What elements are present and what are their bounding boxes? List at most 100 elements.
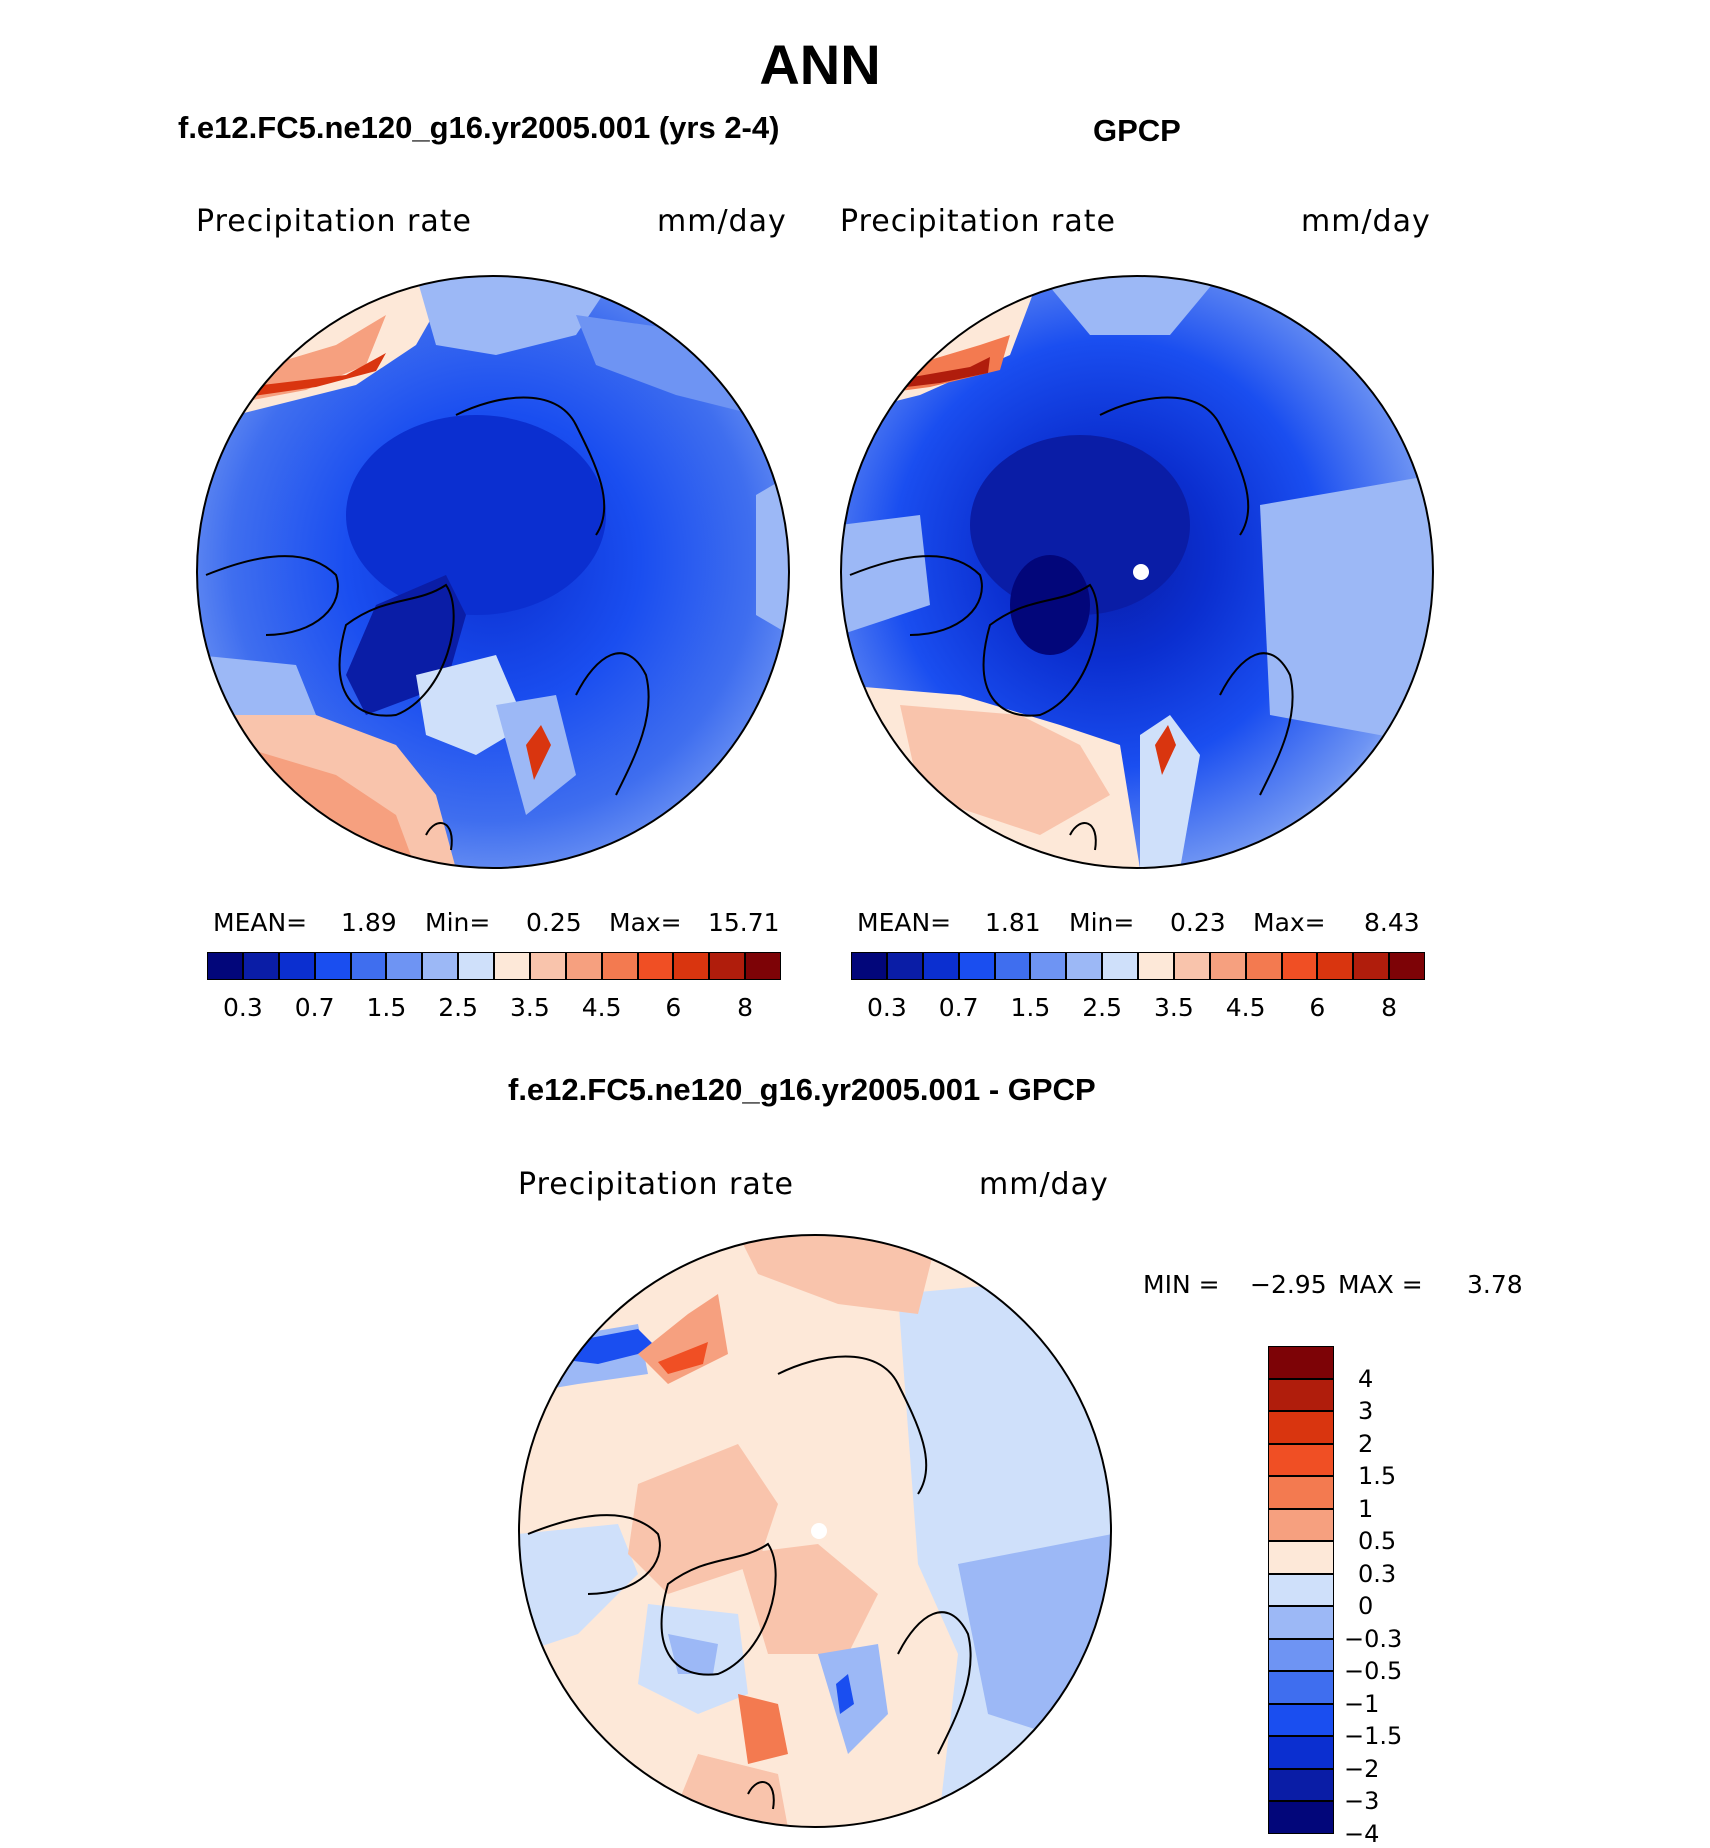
colorbar-swatch [207, 952, 243, 980]
colorbar-tick-label: 4.5 [1225, 993, 1266, 1022]
colorbar-swatch [1102, 952, 1138, 980]
panel-1-max-label: Max= [609, 908, 682, 937]
colorbar-tick-label: −0.5 [1344, 1657, 1403, 1686]
colorbar-swatch [350, 952, 387, 980]
colorbar-swatch [1268, 1346, 1334, 1379]
panel-2-min-label: Min= [1069, 908, 1135, 937]
panel-1-units-label: mm/day [657, 204, 787, 239]
colorbar-tick-label: 4 [1358, 1364, 1374, 1393]
colorbar-swatch [242, 952, 279, 980]
colorbar-swatch [1030, 952, 1067, 980]
colorbar-tick-label: 1.5 [366, 993, 407, 1022]
panel-1-variable-label: Precipitation rate [196, 204, 472, 239]
colorbar-tick-label: 0.7 [938, 993, 979, 1022]
panel-1-mean-label: MEAN= [213, 908, 308, 937]
colorbar-swatch [458, 952, 494, 980]
colorbar-swatch [1209, 952, 1246, 980]
panel-2-max-label: Max= [1253, 908, 1326, 937]
colorbar-tick-label: −2 [1344, 1754, 1380, 1783]
diff-units-label: mm/day [979, 1167, 1109, 1202]
colorbar-swatch [1173, 952, 1210, 980]
colorbar-swatch [1066, 952, 1103, 980]
colorbar-tick-label: 0.5 [1358, 1527, 1397, 1556]
colorbar-swatch [314, 952, 351, 980]
colorbar-swatch [601, 952, 638, 980]
colorbar-swatch [851, 952, 887, 980]
colorbar-model [207, 952, 781, 980]
colorbar-swatch [1268, 1801, 1334, 1834]
figure-title: ANN [759, 33, 881, 96]
colorbar-model-ticks: 0.3 0.7 1.5 2.5 3.5 4.5 6 8 [207, 993, 781, 1023]
panel-1-max: 15.71 [708, 908, 780, 937]
colorbar-swatch [565, 952, 602, 980]
colorbar-tick-label: 8 [737, 993, 754, 1022]
colorbar-swatch [709, 952, 746, 980]
colorbar-swatch [745, 952, 781, 980]
colorbar-tick-label: 3 [1358, 1397, 1374, 1426]
colorbar-tick-label: 0.3 [1358, 1559, 1397, 1588]
colorbar-swatch [673, 952, 710, 980]
colorbar-tick-label: 3.5 [509, 993, 550, 1022]
colorbar-tick-label: 1.5 [1010, 993, 1051, 1022]
colorbar-tick-label: 6 [1309, 993, 1326, 1022]
colorbar-tick-label: −4 [1344, 1820, 1380, 1848]
colorbar-swatch [1317, 952, 1354, 980]
colorbar-swatch [1353, 952, 1390, 980]
colorbar-swatch [1389, 952, 1425, 980]
diff-min: −2.95 [1250, 1270, 1327, 1299]
colorbar-tick-label: −1.5 [1344, 1722, 1403, 1751]
colorbar-swatch [637, 952, 674, 980]
colorbar-obs [851, 952, 1425, 980]
colorbar-swatch [422, 952, 459, 980]
panel-2-title: GPCP [1093, 113, 1181, 148]
diff-max: 3.78 [1467, 1270, 1523, 1299]
colorbar-swatch [1281, 952, 1318, 980]
panel-1-title: f.e12.FC5.ne120_g16.yr2005.001 (yrs 2-4) [178, 110, 780, 145]
diff-min-label: MIN = [1143, 1270, 1220, 1299]
colorbar-tick-label: 6 [665, 993, 682, 1022]
colorbar-swatch [1268, 1541, 1334, 1574]
panel-2-mean-label: MEAN= [857, 908, 952, 937]
colorbar-tick-label: 0 [1358, 1592, 1374, 1621]
colorbar-swatch [1268, 1606, 1334, 1639]
diff-variable-label: Precipitation rate [518, 1167, 794, 1202]
colorbar-swatch [1268, 1638, 1334, 1672]
colorbar-tick-label: 2.5 [1082, 993, 1123, 1022]
colorbar-tick-label: 2.5 [438, 993, 479, 1022]
diff-panel-title: f.e12.FC5.ne120_g16.yr2005.001 - GPCP [508, 1072, 1096, 1107]
colorbar-swatch [1268, 1508, 1334, 1542]
panel-1-mean: 1.89 [341, 908, 397, 937]
map-difference [518, 1234, 1112, 1828]
panel-2-min: 0.23 [1170, 908, 1226, 937]
colorbar-tick-label: 2 [1358, 1429, 1374, 1458]
colorbar-tick-label: −0.3 [1344, 1624, 1403, 1653]
colorbar-swatch [958, 952, 995, 980]
colorbar-swatch [1268, 1476, 1334, 1509]
colorbar-swatch [886, 952, 923, 980]
colorbar-tick-label: 3.5 [1153, 993, 1194, 1022]
panel-2-max: 8.43 [1364, 908, 1420, 937]
colorbar-swatch [494, 952, 530, 980]
map-obs [840, 275, 1434, 869]
colorbar-obs-ticks: 0.3 0.7 1.5 2.5 3.5 4.5 6 8 [851, 993, 1425, 1023]
colorbar-swatch [1268, 1736, 1334, 1769]
colorbar-swatch [1268, 1703, 1334, 1737]
colorbar-tick-label: 0.3 [222, 993, 263, 1022]
panel-2-variable-label: Precipitation rate [840, 204, 1116, 239]
colorbar-tick-label: 0.7 [294, 993, 335, 1022]
colorbar-tick-label: −3 [1344, 1787, 1380, 1816]
colorbar-swatch [1268, 1671, 1334, 1704]
colorbar-tick-label: 0.3 [866, 993, 907, 1022]
colorbar-swatch [386, 952, 423, 980]
colorbar-swatch [529, 952, 566, 980]
diff-max-label: MAX = [1338, 1270, 1423, 1299]
colorbar-swatch [1268, 1411, 1334, 1444]
panel-1-min-label: Min= [425, 908, 491, 937]
colorbar-swatch [1268, 1573, 1334, 1607]
colorbar-tick-label: 1 [1358, 1494, 1374, 1523]
colorbar-tick-label: 4.5 [581, 993, 622, 1022]
colorbar-swatch [1268, 1378, 1334, 1412]
colorbar-swatch [1138, 952, 1174, 980]
colorbar-tick-label: −1 [1344, 1689, 1380, 1718]
colorbar-swatch [1245, 952, 1282, 980]
